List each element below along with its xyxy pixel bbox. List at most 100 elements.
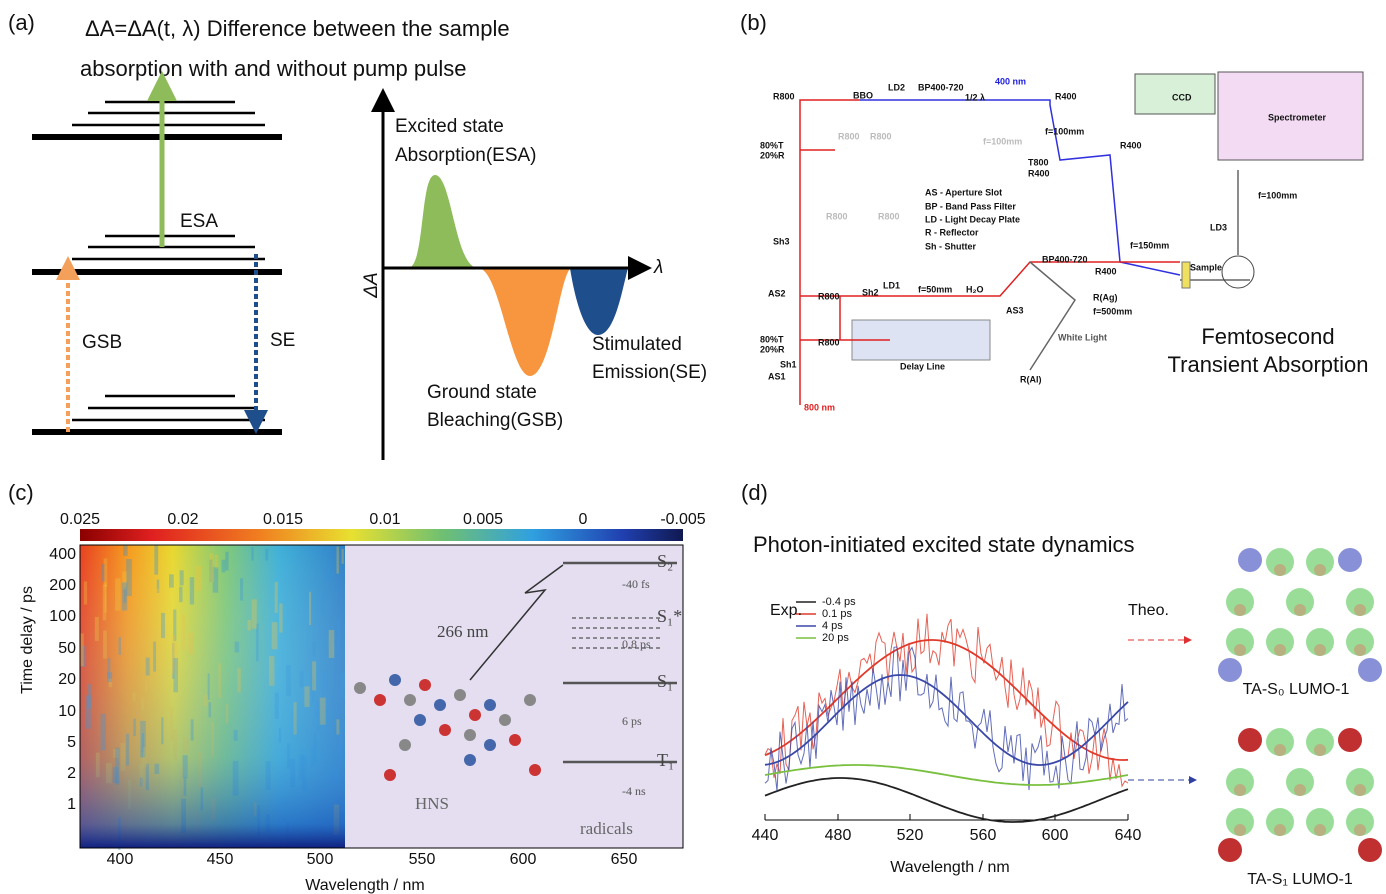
atom [1354, 784, 1366, 796]
label: ESA [180, 211, 218, 232]
atom [399, 739, 411, 751]
state-levels [563, 561, 677, 764]
orbital-lobe [1266, 628, 1294, 656]
panel-label: (d) [741, 480, 768, 505]
component-label: Sh3 [773, 236, 790, 246]
atom [1274, 564, 1286, 576]
component-label: R800 [818, 337, 840, 347]
caption: Femtosecond [1201, 324, 1334, 349]
colorbar [80, 529, 683, 541]
orbital-lobe [1338, 728, 1362, 752]
atom [354, 682, 366, 694]
axis-label: λ [653, 257, 663, 278]
atom [1314, 564, 1326, 576]
atom [1314, 824, 1326, 836]
title: ΔA=ΔA(t, λ) Difference between the sampl… [85, 16, 510, 41]
atom [439, 724, 451, 736]
legend-label: 0.1 ps [822, 608, 852, 620]
component-label: AS1 [768, 371, 786, 381]
component-label: R800 [773, 91, 795, 101]
axis-label: ΔA [361, 272, 382, 298]
component-label: f=100mm [1258, 190, 1297, 200]
gsb-lobe [478, 268, 572, 376]
orbital-lobe [1358, 838, 1382, 862]
component-label: R(Al) [1020, 374, 1042, 384]
time-label: 0.8 ps [622, 637, 651, 651]
x-tick-label: 550 [409, 851, 436, 868]
atom [1354, 604, 1366, 616]
orbital-lobe [1306, 728, 1334, 756]
component-label: LD2 [888, 82, 905, 92]
component-label: LD3 [1210, 222, 1227, 232]
atom [1234, 644, 1246, 656]
component-label: AS2 [768, 288, 786, 298]
component-label: H₂O [966, 284, 984, 294]
label: radicals [580, 819, 633, 838]
noisy-trace [764, 646, 1129, 792]
atom [464, 729, 476, 741]
x-tick-label: 400 [107, 851, 134, 868]
y-tick-label: 200 [49, 577, 76, 594]
y-tick-label: 100 [49, 608, 76, 625]
y-tick-label: 50 [58, 640, 76, 657]
component-label: 800 nm [804, 402, 835, 412]
atom [509, 734, 521, 746]
heatmap-overlay [80, 545, 345, 848]
atom [529, 764, 541, 776]
fit-curve [764, 777, 1129, 823]
ccd [1134, 73, 1216, 115]
component-label: f=100mm [983, 136, 1022, 146]
inset [345, 545, 683, 848]
orbital-lobe [1218, 838, 1242, 862]
orbital-lobe [1346, 768, 1374, 796]
component-label: CCD [1172, 92, 1192, 102]
atom [389, 674, 401, 686]
x-tick-label: 500 [307, 851, 334, 868]
state-label: T₁ [657, 750, 674, 770]
legend-label: -0.4 ps [822, 596, 856, 608]
title: Photon-initiated excited state dynamics [753, 532, 1135, 557]
atom [419, 679, 431, 691]
component-label: AS - Aperture Slot [925, 187, 1002, 197]
atom [1354, 644, 1366, 656]
sample-cell [1221, 255, 1255, 289]
time-label: -40 fs [622, 577, 650, 591]
orbital-lobe [1358, 658, 1382, 682]
x-tick-label: 520 [897, 827, 924, 844]
label: TA-S₀ LUMO-1 [1243, 681, 1350, 698]
pump-arrow [469, 564, 564, 681]
label: Absorption(ESA) [395, 145, 537, 166]
component-label: 20%R [760, 344, 785, 354]
component-label: 80%T [760, 140, 784, 150]
spectrometer [1217, 71, 1364, 161]
label: GSB [82, 332, 122, 353]
orbital-lobe [1226, 768, 1254, 796]
component-label: 1/2 λ [965, 92, 985, 102]
component-label: BBO [853, 90, 873, 100]
orbital-lobe [1226, 588, 1254, 616]
plot-frame [79, 544, 684, 849]
atom [1234, 784, 1246, 796]
component-label: Spectrometer [1268, 112, 1327, 122]
label: Theo. [1128, 602, 1169, 619]
y-tick-label: 1 [67, 796, 76, 813]
y-tick-label: 10 [58, 703, 76, 720]
component-label: f=500mm [1093, 306, 1132, 316]
atom [484, 699, 496, 711]
colorbar-tick-label: 0.015 [263, 511, 303, 528]
orbital-lobe [1266, 728, 1294, 756]
se-lobe [570, 268, 628, 335]
orbital-lobe [1286, 588, 1314, 616]
atom [464, 754, 476, 766]
component-label: Sh2 [862, 287, 879, 297]
component-label: AS3 [1006, 305, 1024, 315]
component-label: BP400-720 [918, 82, 964, 92]
time-label: 6 ps [622, 714, 642, 728]
time-label: -4 ns [622, 784, 646, 798]
component-label: Delay Line [900, 361, 945, 371]
component-label: Sh1 [780, 359, 797, 369]
state-label: S₂ [657, 551, 673, 571]
colorbar-tick-label: 0.01 [369, 511, 400, 528]
component-label: R800 [878, 211, 900, 221]
label: Excited state [395, 116, 504, 137]
